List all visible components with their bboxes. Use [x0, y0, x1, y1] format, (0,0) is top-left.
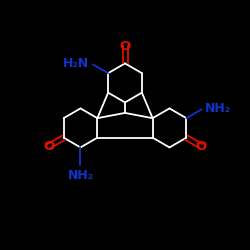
- Text: O: O: [196, 140, 207, 153]
- Text: NH₂: NH₂: [68, 169, 94, 182]
- Text: H₂N: H₂N: [63, 57, 89, 70]
- Text: O: O: [120, 40, 130, 53]
- Text: O: O: [43, 140, 54, 153]
- Text: NH₂: NH₂: [205, 102, 232, 115]
